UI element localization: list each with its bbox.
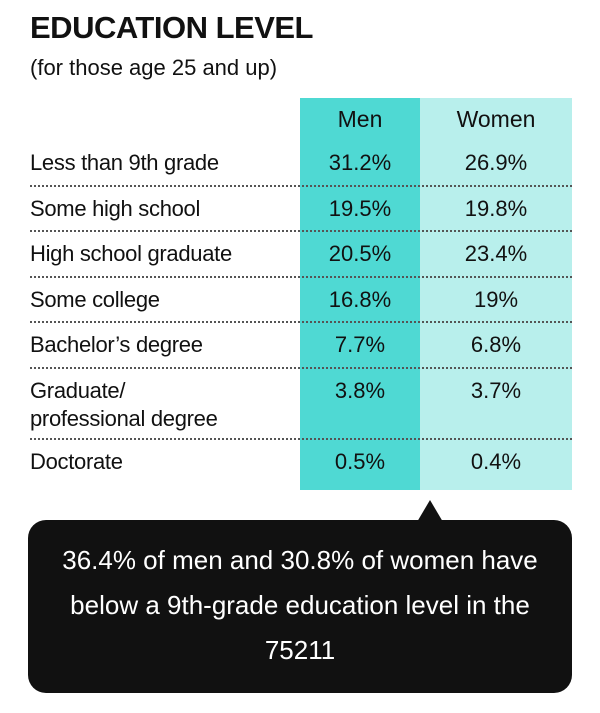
- men-value: 31.2%: [328, 150, 392, 175]
- column-header: Women: [456, 106, 536, 132]
- men-value: 19.5%: [328, 196, 392, 221]
- row-label: Graduate/ professional degree: [30, 378, 218, 431]
- table-row: Some college 16.8% 19%: [30, 278, 572, 323]
- callout-text: 36.4% of men and 30.8% of women have bel…: [62, 545, 538, 665]
- row-label: Doctorate: [30, 449, 123, 474]
- women-value: 19%: [473, 287, 519, 312]
- title: EDUCATION LEVEL: [30, 10, 314, 45]
- table-row: Graduate/ professional degree 3.8% 3.7%: [30, 369, 572, 440]
- women-value: 19.8%: [464, 196, 528, 221]
- women-value: 3.7%: [470, 378, 522, 403]
- table-row: Bachelor’s degree 7.7% 6.8%: [30, 323, 572, 369]
- table-row: Less than 9th grade 31.2% 26.9%: [30, 141, 572, 187]
- table-row: High school graduate 20.5% 23.4%: [30, 232, 572, 278]
- men-value: 7.7%: [334, 332, 386, 357]
- men-value: 3.8%: [334, 378, 386, 403]
- row-label: Some high school: [30, 196, 201, 221]
- callout-box: [28, 520, 572, 693]
- row-label: Less than 9th grade: [30, 150, 219, 175]
- women-value: 26.9%: [464, 150, 528, 175]
- column-header: Men: [337, 106, 383, 132]
- men-column-bg: [300, 98, 420, 490]
- row-label: High school graduate: [30, 241, 232, 266]
- women-value: 23.4%: [464, 241, 528, 266]
- table-row: Some high school 19.5% 19.8%: [30, 187, 572, 232]
- subtitle: (for those age 25 and up): [30, 55, 278, 80]
- row-label: Bachelor’s degree: [30, 332, 203, 357]
- row-label: Some college: [30, 287, 160, 312]
- table-row: Doctorate 0.5% 0.4%: [30, 440, 572, 488]
- women-column-bg: [420, 98, 572, 490]
- men-value: 16.8%: [328, 287, 392, 312]
- women-value: 0.4%: [470, 449, 522, 474]
- callout-pointer: [417, 500, 443, 522]
- men-value: 20.5%: [328, 241, 392, 266]
- men-value: 0.5%: [334, 449, 386, 474]
- women-value: 6.8%: [470, 332, 522, 357]
